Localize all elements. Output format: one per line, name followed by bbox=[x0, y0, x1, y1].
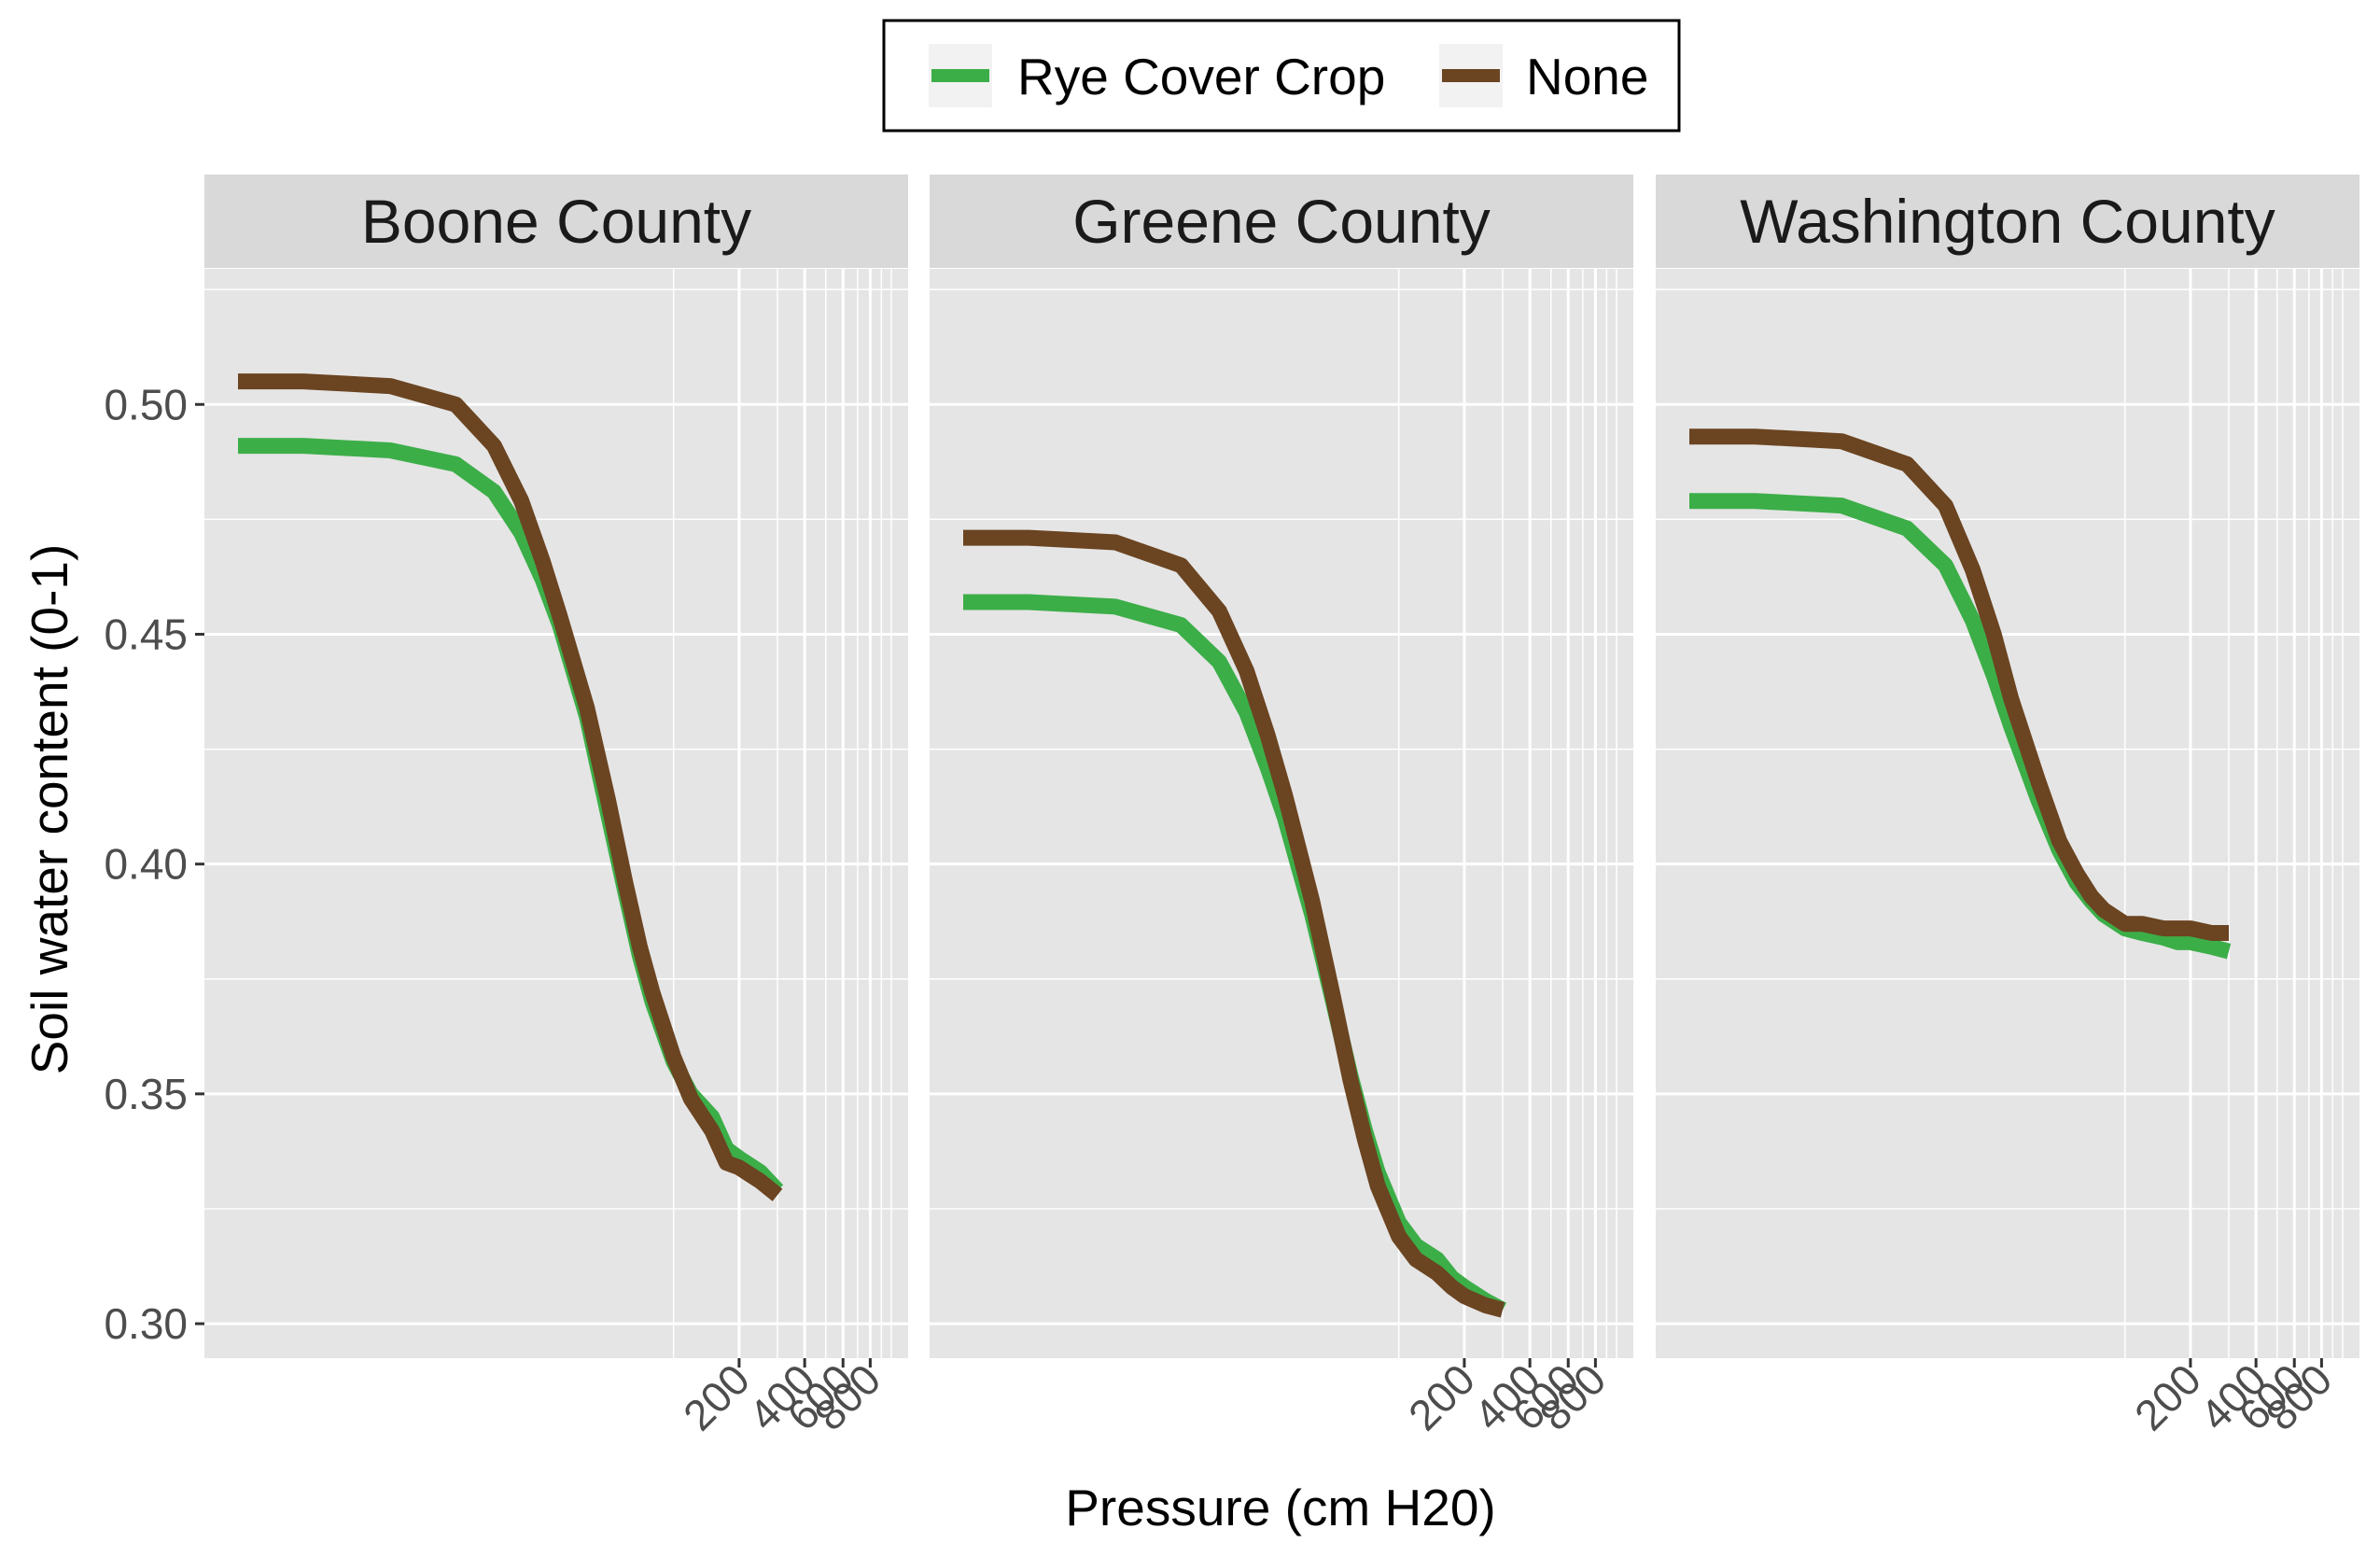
legend-swatch-rye-cover-crop bbox=[931, 69, 989, 82]
x-tick-label: 200 bbox=[674, 1354, 759, 1439]
facet-strip-title: Boone County bbox=[361, 187, 751, 256]
y-tick-label: 0.35 bbox=[104, 1070, 188, 1118]
facet-strip-title: Washington County bbox=[1740, 187, 2275, 256]
series-group bbox=[238, 373, 784, 1201]
series-line-none bbox=[238, 373, 783, 1201]
facet-strip bbox=[1656, 175, 2359, 268]
panel-background bbox=[204, 269, 908, 1358]
y-tick-label: 0.40 bbox=[104, 840, 188, 889]
x-tick-label: 200 bbox=[1399, 1354, 1484, 1439]
series-line-none bbox=[963, 529, 1505, 1318]
x-axis-title: Pressure (cm H20) bbox=[1065, 1479, 1495, 1536]
series-group bbox=[1689, 428, 2232, 960]
y-axis-ticks: 0.30 0.35 0.40 0.45 0.50 bbox=[104, 380, 204, 1348]
gridlines bbox=[930, 269, 1633, 1358]
legend-box bbox=[882, 19, 1681, 133]
legend-label-rye-cover-crop: Rye Cover Crop bbox=[1017, 48, 1385, 105]
legend: Rye Cover Crop None bbox=[882, 19, 1681, 133]
y-axis-title: Soil water content (0-1) bbox=[21, 544, 78, 1075]
legend-label-none: None bbox=[1526, 48, 1648, 105]
legend-swatch-none bbox=[1442, 69, 1500, 82]
facet-strip-title: Greene County bbox=[1072, 187, 1491, 256]
facet-strip bbox=[930, 175, 1633, 268]
y-tick-label: 0.30 bbox=[104, 1299, 188, 1348]
y-tick-label: 0.45 bbox=[104, 610, 188, 658]
facet-strip bbox=[204, 175, 908, 268]
series-group bbox=[963, 529, 1507, 1318]
x-tick-label: 200 bbox=[2125, 1354, 2210, 1439]
panel-background bbox=[1656, 269, 2359, 1358]
y-tick-label: 0.50 bbox=[104, 380, 188, 428]
gridlines bbox=[1656, 269, 2359, 1358]
series-line-none bbox=[1689, 428, 2229, 941]
